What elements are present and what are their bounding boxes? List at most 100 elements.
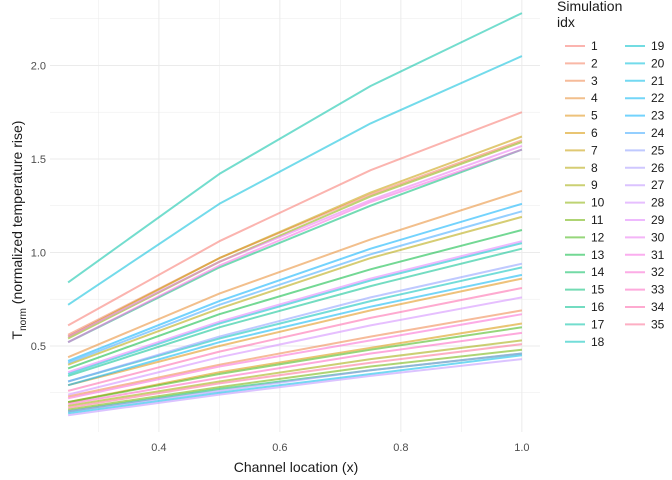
legend-label: 20 <box>651 56 665 70</box>
legend-item-5: 5 <box>565 109 598 123</box>
x-tick-label: 1.0 <box>514 442 529 454</box>
legend-label: 22 <box>651 91 665 105</box>
series-line-4 <box>67 189 523 359</box>
legend-label: 35 <box>651 317 665 331</box>
legend-label: 34 <box>651 300 665 314</box>
legend-item-28: 28 <box>625 196 665 210</box>
x-axis-title: Channel location (x) <box>234 459 359 475</box>
series-line-25 <box>67 262 523 383</box>
legend-label: 4 <box>591 91 598 105</box>
legend-item-35: 35 <box>625 317 665 331</box>
y-axis-title-main: T <box>9 330 25 339</box>
series-line-28 <box>67 296 523 396</box>
legend-label: 5 <box>591 109 598 123</box>
legend-label: 28 <box>651 196 665 210</box>
x-axis-ticks: 0.4 0.6 0.8 1.0 <box>151 442 529 454</box>
legend-item-7: 7 <box>565 143 598 157</box>
legend-label: 13 <box>591 248 605 262</box>
y-tick-label: 0.5 <box>31 341 46 353</box>
series-line-22 <box>67 273 523 387</box>
legend-label: 18 <box>591 335 605 349</box>
legend-label: 23 <box>651 109 665 123</box>
legend-label: 17 <box>591 317 605 331</box>
legend-item-18: 18 <box>565 335 605 349</box>
series-lines <box>67 12 523 417</box>
legend-item-32: 32 <box>625 265 665 279</box>
series-line-15 <box>67 148 523 344</box>
legend-label: 1 <box>591 39 598 53</box>
legend-item-10: 10 <box>565 196 605 210</box>
legend-item-17: 17 <box>565 317 605 331</box>
legend-item-16: 16 <box>565 300 605 314</box>
legend-item-31: 31 <box>625 248 665 262</box>
series-line-35 <box>67 343 523 409</box>
legend-item-11: 11 <box>565 213 604 227</box>
x-tick-label: 0.8 <box>393 442 408 454</box>
legend-item-13: 13 <box>565 248 605 262</box>
legend-label: 21 <box>651 74 665 88</box>
series-line-17 <box>67 12 523 284</box>
series-line-11 <box>67 348 523 411</box>
legend-label: 32 <box>651 265 665 279</box>
legend-item-8: 8 <box>565 161 598 175</box>
series-line-12 <box>67 326 523 404</box>
series-line-16 <box>67 247 523 377</box>
legend-item-23: 23 <box>625 109 665 123</box>
series-line-30 <box>67 144 523 338</box>
series-line-31 <box>67 148 523 344</box>
series-line-1 <box>67 111 523 327</box>
legend-item-24: 24 <box>625 126 665 140</box>
series-line-7 <box>67 135 523 338</box>
legend-label: 10 <box>591 196 605 210</box>
legend-label: 8 <box>591 161 598 175</box>
legend-item-25: 25 <box>625 143 665 157</box>
legend-label: 6 <box>591 126 598 140</box>
series-line-26 <box>67 352 523 413</box>
legend-label: 16 <box>591 300 605 314</box>
legend-label: 12 <box>591 230 605 244</box>
y-axis-title-rest: (normalized temperature rise) <box>9 121 25 309</box>
legend-label: 14 <box>591 265 605 279</box>
legend-item-9: 9 <box>565 178 598 192</box>
series-line-21 <box>67 354 523 415</box>
legend-label: 29 <box>651 213 665 227</box>
y-tick-label: 1.5 <box>31 154 46 166</box>
series-line-27 <box>67 358 523 417</box>
legend-item-14: 14 <box>565 265 605 279</box>
x-tick-label: 0.4 <box>151 442 166 454</box>
series-line-29 <box>67 240 523 374</box>
legend-label: 2 <box>591 56 598 70</box>
legend-label: 27 <box>651 178 665 192</box>
series-line-33 <box>67 331 523 405</box>
legend-item-22: 22 <box>625 91 665 105</box>
legend-label: 3 <box>591 74 598 88</box>
legend-item-12: 12 <box>565 230 605 244</box>
grid-lines <box>50 0 540 432</box>
series-line-20 <box>67 55 523 306</box>
legend-label: 11 <box>591 213 604 227</box>
series-line-34 <box>67 287 523 392</box>
legend-label: 24 <box>651 126 665 140</box>
legend-title-line-1: Simulation <box>557 0 622 14</box>
series-line-24 <box>67 210 523 364</box>
series-line-23 <box>67 202 523 362</box>
legend-item-6: 6 <box>565 126 598 140</box>
legend-item-3: 3 <box>565 74 598 88</box>
legend-item-15: 15 <box>565 283 605 297</box>
legend-label: 7 <box>591 143 598 157</box>
y-axis-title: Tnorm (normalized temperature rise) <box>9 121 29 340</box>
series-line-3 <box>67 309 523 398</box>
legend-label: 26 <box>651 161 665 175</box>
legend-label: 33 <box>651 283 665 297</box>
legend-item-34: 34 <box>625 300 665 314</box>
legend-label: 30 <box>651 230 665 244</box>
series-line-9 <box>67 339 523 407</box>
y-tick-label: 1.0 <box>31 247 46 259</box>
legend-item-30: 30 <box>625 230 665 244</box>
legend-item-4: 4 <box>565 91 598 105</box>
legend-items: 1234567891011121314151617181920212223242… <box>565 39 665 349</box>
y-axis-title-subscript: norm <box>18 308 29 331</box>
legend-item-19: 19 <box>625 39 665 53</box>
legend-label: 15 <box>591 283 605 297</box>
